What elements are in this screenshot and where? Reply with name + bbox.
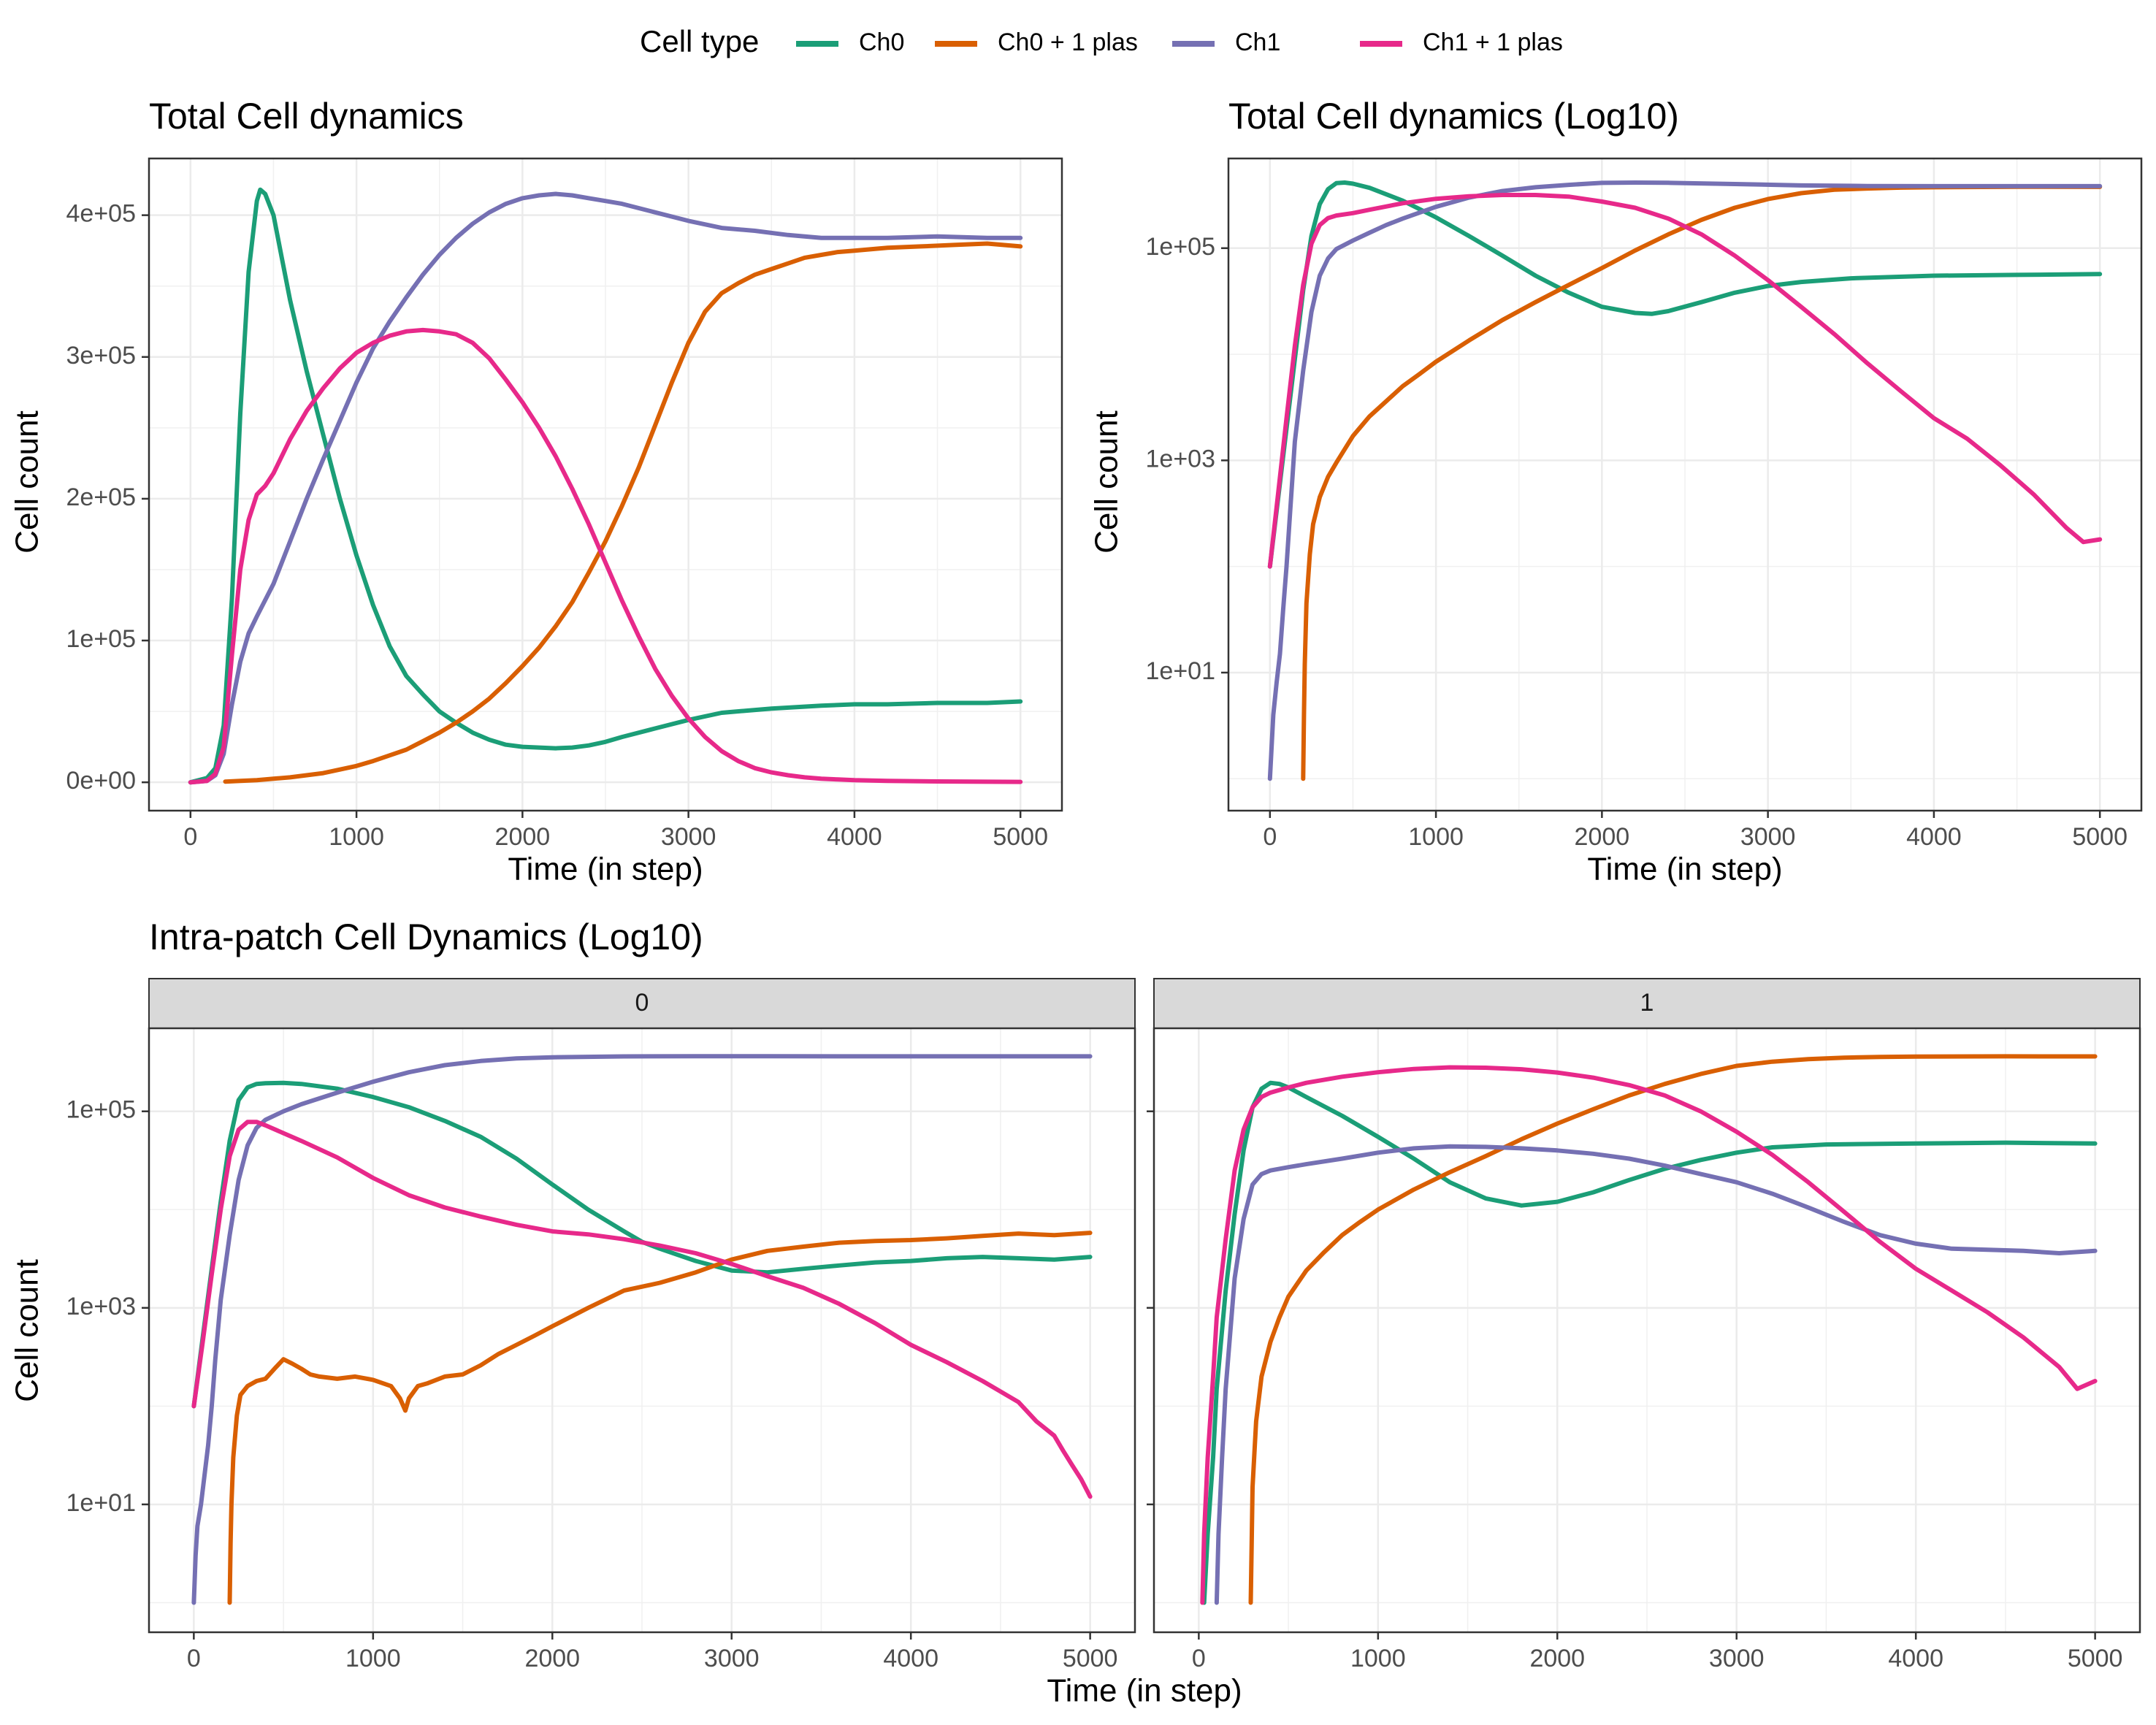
x-tick-label: 5000 (1063, 1645, 1118, 1672)
panel-total-log-border (1227, 157, 2143, 812)
ylabel-total: Cell count (9, 410, 45, 554)
legend-item-2: Ch1 (1172, 28, 1280, 56)
panel-total-log: 0 1000 2000 3000 4000 5000 1e+01 1e+03 1e+05 (1146, 157, 2143, 851)
panel-total-x-axis: 0 1000 2000 3000 4000 5000 (183, 811, 1048, 851)
facet-strip-0: 0 (148, 978, 1136, 1029)
x-tick-label: 1000 (345, 1645, 401, 1672)
ylabel-intra-patch: Cell count (9, 1259, 45, 1402)
legend-item-3: Ch1 + 1 plas (1360, 28, 1563, 56)
y-tick-label: 2e+05 (66, 483, 137, 511)
x-tick-label: 1000 (1350, 1645, 1406, 1672)
y-tick-label: 1e+05 (1146, 233, 1216, 261)
legend: Cell type Ch0 Ch0 + 1 plas Ch1 Ch1 + 1 plas (640, 24, 1563, 58)
panel-total-border (148, 157, 1063, 812)
panel-patch-0: 0 1000 2000 3000 4000 5000 1e+01 1e+03 1e+05 (66, 1027, 1136, 1672)
panel-patch-1: 0 1000 2000 3000 4000 5000 (1147, 1027, 2141, 1672)
y-tick-label: 1e+01 (1146, 657, 1216, 685)
series-line-ch0-1-plas (1301, 184, 2103, 781)
x-tick-label: 3000 (1709, 1645, 1765, 1672)
legend-label-0: Ch0 (859, 28, 904, 56)
panel-patch-1-grid (1154, 1028, 2140, 1632)
panel-total-log-y-axis: 1e+01 1e+03 1e+05 (1146, 233, 1228, 685)
xlabel-bottom: Time (in step) (1047, 1673, 1242, 1709)
series-line-ch1 (188, 191, 1023, 785)
xlabel-total-log: Time (in step) (1587, 852, 1782, 887)
chart-title-total: Total Cell dynamics (149, 96, 464, 137)
legend-label-2: Ch1 (1235, 28, 1280, 56)
series-line-ch0-1-plas (1248, 1054, 2098, 1605)
y-tick-label: 1e+01 (66, 1489, 137, 1517)
series-line-ch1-1-plas (1200, 1065, 2098, 1605)
panel-total-log-x-axis: 0 1000 2000 3000 4000 5000 (1263, 811, 2128, 851)
panel-total-y-axis: 0e+00 1e+05 2e+05 3e+05 4e+05 (66, 200, 149, 795)
series-line-ch1 (191, 1054, 1093, 1605)
panel-patch-0-series (191, 1054, 1093, 1605)
y-tick-label: 0e+00 (66, 767, 137, 795)
x-tick-label: 0 (1263, 823, 1277, 851)
legend-label-1: Ch0 + 1 plas (998, 28, 1138, 56)
series-line-ch0 (188, 187, 1023, 785)
x-tick-label: 4000 (827, 823, 882, 851)
facet-strip-1-label: 1 (1640, 989, 1654, 1017)
x-tick-label: 0 (187, 1645, 201, 1672)
chart-title-intra-patch: Intra-patch Cell Dynamics (Log10) (149, 917, 703, 957)
x-tick-label: 3000 (1740, 823, 1796, 851)
y-tick-label: 1e+05 (66, 625, 137, 653)
panel-patch-0-border (148, 1027, 1136, 1634)
panel-total-log-series (1267, 180, 2103, 781)
series-line-ch1-1-plas (191, 1120, 1093, 1499)
x-tick-label: 5000 (2072, 823, 2128, 851)
legend-title: Cell type (640, 24, 759, 58)
series-line-ch0-1-plas (227, 1231, 1093, 1605)
facet-strip-0-bg (148, 978, 1136, 1029)
y-tick-label: 1e+03 (66, 1293, 137, 1320)
x-tick-label: 1000 (1408, 823, 1464, 851)
series-line-ch0-1-plas (223, 241, 1023, 784)
x-tick-label: 4000 (1906, 823, 1962, 851)
x-tick-label: 0 (1192, 1645, 1206, 1672)
facet-strip-0-label: 0 (635, 989, 649, 1017)
ylabel-total-log: Cell count (1089, 410, 1125, 554)
x-tick-label: 4000 (883, 1645, 939, 1672)
y-tick-label: 1e+03 (1146, 445, 1216, 473)
series-line-ch0 (191, 1080, 1093, 1409)
x-tick-label: 2000 (524, 1645, 580, 1672)
panel-patch-1-series (1200, 1054, 2098, 1605)
series-line-ch0 (1201, 1080, 2098, 1605)
xlabel-total: Time (in step) (508, 852, 703, 887)
legend-item-1: Ch0 + 1 plas (935, 28, 1138, 56)
x-tick-label: 5000 (2068, 1645, 2123, 1672)
panel-patch-1-x-axis: 0 1000 2000 3000 4000 5000 (1192, 1632, 2123, 1672)
legend-label-3: Ch1 + 1 plas (1423, 28, 1563, 56)
series-line-ch1 (1267, 180, 2103, 781)
legend-item-0: Ch0 (796, 28, 904, 56)
panel-patch-0-x-axis: 0 1000 2000 3000 4000 5000 (187, 1632, 1118, 1672)
panel-patch-1-y-axis (1147, 1110, 1154, 1506)
panel-total: 0 1000 2000 3000 4000 5000 0e+00 1e+05 2e+05 3e+0… (66, 157, 1063, 851)
panel-total-series (188, 187, 1023, 785)
x-tick-label: 2000 (1575, 823, 1630, 851)
panel-patch-0-grid (149, 1028, 1135, 1632)
x-tick-label: 2000 (495, 823, 551, 851)
series-line-ch1-1-plas (1267, 193, 2103, 569)
x-tick-label: 3000 (704, 1645, 760, 1672)
chart-title-total-log: Total Cell dynamics (Log10) (1228, 96, 1679, 137)
x-tick-label: 4000 (1888, 1645, 1943, 1672)
y-tick-label: 1e+05 (66, 1096, 137, 1124)
x-tick-label: 1000 (329, 823, 384, 851)
x-tick-label: 2000 (1529, 1645, 1585, 1672)
series-line-ch1-1-plas (188, 327, 1023, 785)
x-tick-label: 3000 (661, 823, 716, 851)
facet-strip-1: 1 (1153, 978, 2141, 1029)
y-tick-label: 4e+05 (66, 200, 137, 228)
panel-patch-0-y-axis: 1e+01 1e+03 1e+05 (66, 1096, 149, 1517)
series-line-ch1 (1214, 1144, 2098, 1605)
y-tick-label: 3e+05 (66, 342, 137, 370)
panel-patch-1-border (1152, 1027, 2141, 1634)
x-tick-label: 5000 (993, 823, 1048, 851)
x-tick-label: 0 (183, 823, 197, 851)
